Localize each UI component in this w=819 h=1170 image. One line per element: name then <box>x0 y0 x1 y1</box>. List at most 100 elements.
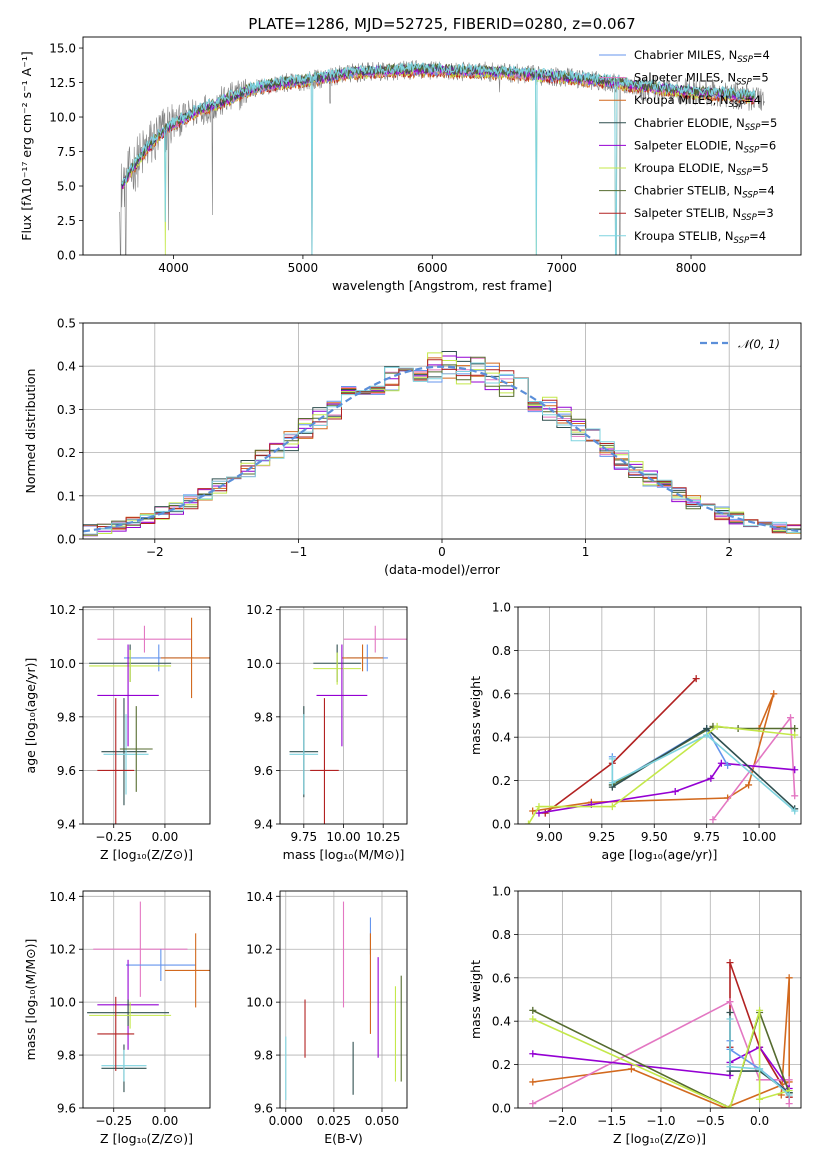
plus-marker <box>791 731 799 739</box>
legend-subscript: SSP <box>737 55 753 65</box>
x-tick-label: 9.50 <box>641 830 668 844</box>
y-tick-label: 0.2 <box>492 1058 511 1072</box>
y-tick-label: 0.0 <box>57 533 76 547</box>
y-tick-label: 15.0 <box>49 42 76 56</box>
legend-entry: Salpeter MILES, NSSP=5 <box>634 71 769 88</box>
y-tick-label: 2.5 <box>57 214 76 228</box>
plus-marker <box>724 761 732 769</box>
weight-series <box>529 690 778 815</box>
x-axis-label: Z [log₁₀(Z/Z⊙)] <box>613 1131 706 1146</box>
x-tick-label: −2.0 <box>548 1114 577 1128</box>
legend-count: =4 <box>753 48 770 62</box>
legend-entry: Kroupa MILES, NSSP=4 <box>634 93 761 110</box>
x-tick-label: 6000 <box>417 261 448 275</box>
x-tick-label: 9.75 <box>290 830 317 844</box>
axes-frame <box>517 606 802 825</box>
legend-count: =6 <box>759 138 776 152</box>
legend-entry: Salpeter STELIB, NSSP=3 <box>634 206 774 223</box>
panel-mass-weight-vs-age: 9.00 9.25 9.50 9.75 10.00 0.0 0.2 0.4 0.6 0.8 1.0 a… <box>468 601 802 862</box>
x-tick-label: 7000 <box>546 261 577 275</box>
plus-marker <box>726 959 734 967</box>
y-tick-label: 0.8 <box>492 644 511 658</box>
y-tick-label: 9.4 <box>254 818 273 832</box>
model-spectrum-line <box>121 61 756 255</box>
axes-frame <box>82 322 802 540</box>
plus-marker <box>726 1063 734 1071</box>
y-tick-label: 0.5 <box>57 317 76 331</box>
y-tick-label: 0.2 <box>492 774 511 788</box>
x-axis-label: age [log₁₀(age/yr)] <box>602 847 718 862</box>
x-tick-label: 4000 <box>158 261 189 275</box>
y-tick-label: 1.0 <box>492 885 511 899</box>
y-tick-label: 0.0 <box>492 1102 511 1116</box>
y-axis-label: mass weight <box>468 676 483 755</box>
error-bar-point <box>310 698 339 824</box>
y-tick-label: 7.5 <box>57 145 76 159</box>
y-tick-label: 9.6 <box>57 1102 76 1116</box>
x-tick-label: 5000 <box>288 261 319 275</box>
x-axis-label: Z [log₁₀(Z/Z⊙)] <box>100 847 193 862</box>
y-axis-label: age [log₁₀(age/yr)] <box>23 658 38 774</box>
error-bar-point <box>93 901 188 997</box>
x-tick-label: 0.025 <box>317 1114 351 1128</box>
y-tick-label: 0.3 <box>57 403 76 417</box>
plus-marker <box>726 1015 734 1023</box>
legend-entry: Salpeter ELODIE, NSSP=6 <box>634 138 776 155</box>
plus-marker <box>770 690 778 698</box>
error-bar-point <box>89 649 172 683</box>
weight-series-line <box>532 977 791 1108</box>
y-axis-label: Flux [fλ10⁻¹⁷ erg cm⁻² s⁻¹ A⁻¹] <box>19 51 34 240</box>
legend-label: Chabrier ELODIE, N <box>634 116 745 130</box>
y-tick-label: 10.0 <box>246 996 273 1010</box>
legend-count: =4 <box>744 93 761 107</box>
plus-marker <box>791 766 799 774</box>
weight-series <box>726 1015 793 1099</box>
panel-residual-histogram: −2 −1 0 1 2 0.0 0.1 0.2 0.3 0.4 0.5 (data-model)/er… <box>23 317 802 577</box>
y-tick-label: 0.0 <box>57 249 76 263</box>
plus-marker <box>726 1009 734 1017</box>
error-bar-point <box>341 644 384 672</box>
plot-area <box>524 675 799 824</box>
plus-marker <box>726 998 734 1006</box>
plus-marker <box>785 1076 793 1084</box>
x-tick-label: 9.00 <box>536 830 563 844</box>
legend: 𝒩(0, 1) <box>700 337 780 351</box>
x-tick-label: −0.25 <box>95 1114 132 1128</box>
plus-marker <box>524 820 532 824</box>
plus-marker <box>535 809 543 817</box>
legend-subscript: SSP <box>745 123 761 133</box>
plus-marker <box>707 774 715 782</box>
y-tick-label: 0.4 <box>57 360 76 374</box>
plus-marker <box>529 1015 537 1023</box>
legend-subscript: SSP <box>736 78 752 88</box>
y-tick-label: 12.5 <box>49 76 76 90</box>
x-tick-label: 9.25 <box>588 830 615 844</box>
legend-count: =3 <box>757 206 774 220</box>
y-tick-label: 0.0 <box>492 818 511 832</box>
error-bar-point <box>101 698 147 806</box>
axes-frame <box>279 890 408 1109</box>
y-tick-label: 10.4 <box>49 890 76 904</box>
error-bar-point <box>160 617 210 699</box>
axes-frame <box>517 890 802 1109</box>
error-bar-point <box>343 625 407 653</box>
axes-frame <box>82 606 211 825</box>
x-axis-label: E(B-V) <box>324 1131 363 1146</box>
y-tick-label: 0.4 <box>492 1015 511 1029</box>
legend-subscript: SSP <box>741 213 757 223</box>
error-bar-point <box>87 999 170 1026</box>
y-tick-label: 0.6 <box>492 687 511 701</box>
plus-marker <box>703 731 711 739</box>
weight-series <box>608 731 799 815</box>
legend-entry: Chabrier ELODIE, NSSP=5 <box>634 116 777 133</box>
x-tick-label: 9.75 <box>693 830 720 844</box>
plus-marker <box>785 974 793 982</box>
panel-mass-vs-Z: −0.25 0.00 9.6 9.8 10.0 10.2 10.4 Z [log₁₀(Z/Z⊙… <box>23 890 211 1146</box>
y-tick-label: 10.4 <box>246 890 273 904</box>
weight-series-line <box>532 693 775 812</box>
legend-label: Kroupa STELIB, N <box>634 229 734 243</box>
chart-title: PLATE=1286, MJD=52725, FIBERID=0280, z=0… <box>248 15 635 33</box>
legend-count: =4 <box>758 184 775 198</box>
panel-age-vs-Z: −0.25 0.00 9.4 9.6 9.8 10.0 10.2 Z [log₁₀(Z/Z⊙)… <box>23 603 211 862</box>
